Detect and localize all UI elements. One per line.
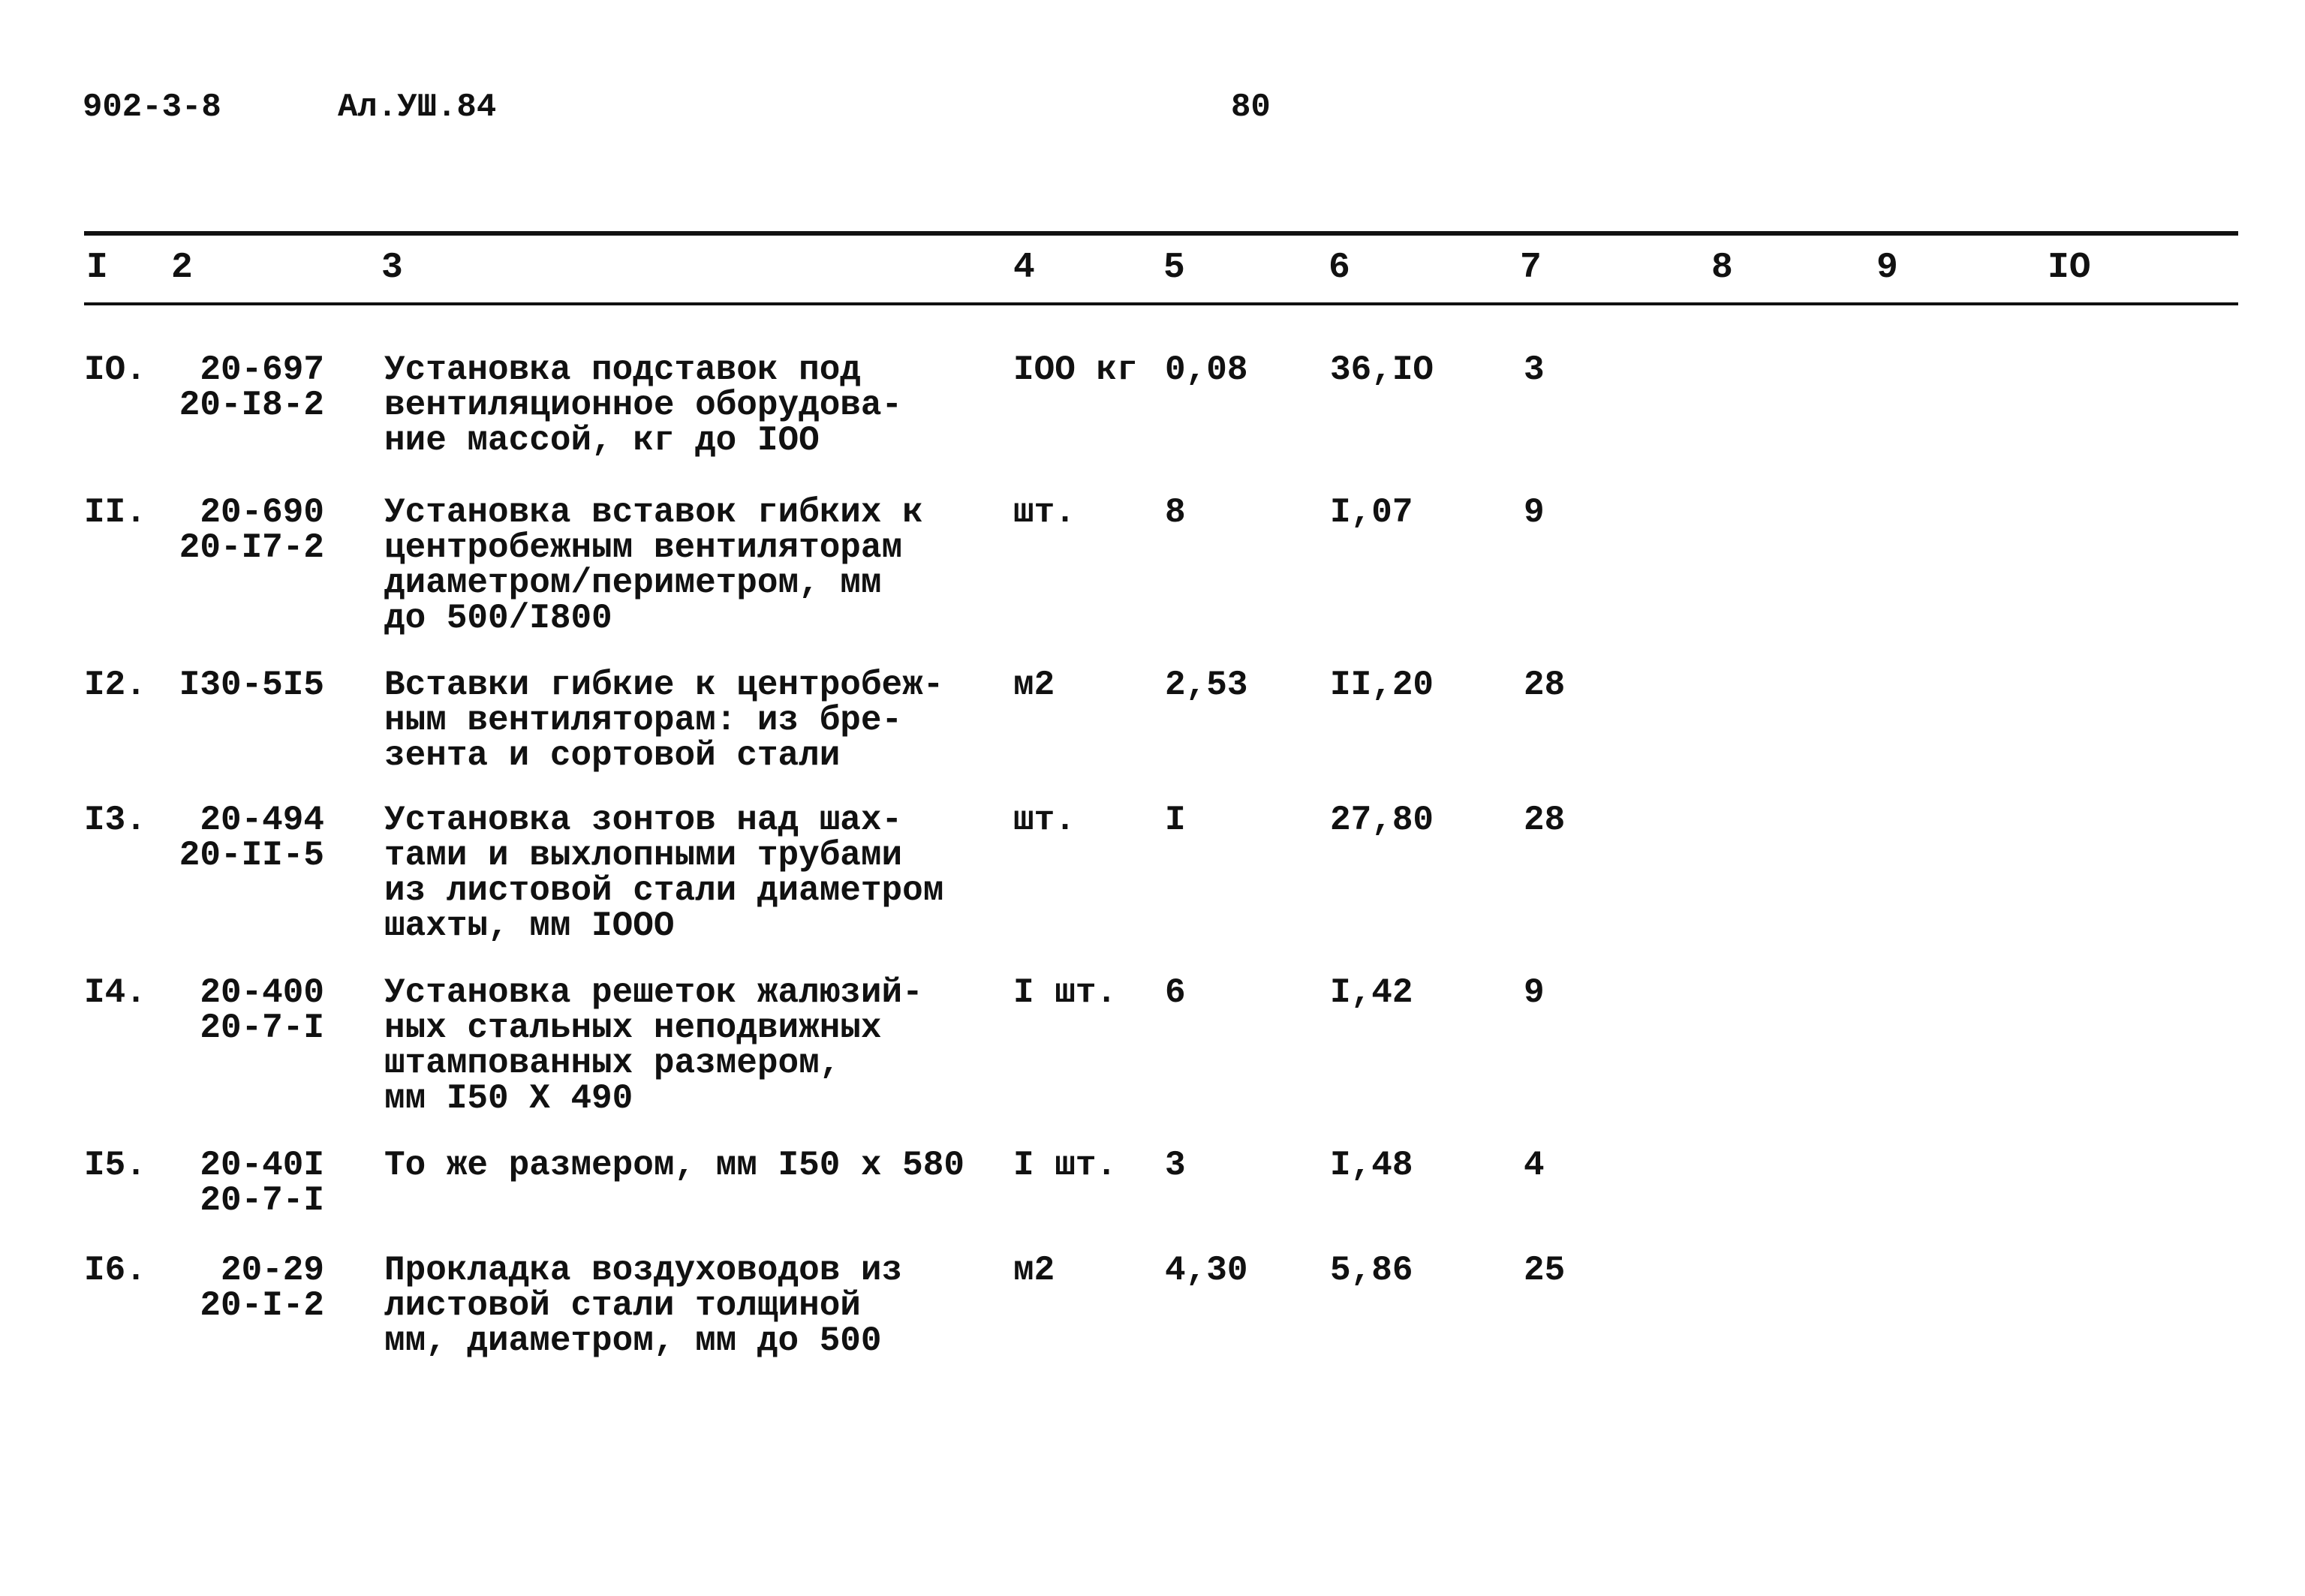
cell-desc: Установка решеток жалюзий- ных стальных … bbox=[384, 973, 923, 1118]
column-header: 8 bbox=[1711, 248, 1733, 288]
cell-qty: 2,53 bbox=[1165, 666, 1248, 705]
cell-code: 20-29 20-I-2 bbox=[200, 1251, 324, 1325]
cell-price: I,42 bbox=[1330, 973, 1413, 1012]
cell-c7: 9 bbox=[1524, 493, 1545, 532]
cell-price: 5,86 bbox=[1330, 1251, 1413, 1290]
cell-qty: 4,30 bbox=[1165, 1251, 1248, 1290]
column-header: 3 bbox=[381, 248, 403, 288]
cell-c7: 9 bbox=[1524, 973, 1545, 1012]
cell-c7: 28 bbox=[1524, 801, 1566, 840]
column-header: I bbox=[86, 248, 108, 288]
cell-num: II. bbox=[84, 493, 146, 532]
column-header: IO bbox=[2048, 248, 2091, 288]
page-number: 80 bbox=[1231, 89, 1271, 126]
cell-unit: м2 bbox=[1013, 666, 1055, 705]
cell-price: 36,IO bbox=[1330, 350, 1434, 389]
cell-price: 27,80 bbox=[1330, 801, 1434, 840]
cell-num: I4. bbox=[84, 973, 146, 1012]
cell-c7: 3 bbox=[1524, 350, 1545, 389]
cell-c7: 28 bbox=[1524, 666, 1566, 705]
cell-qty: I bbox=[1165, 801, 1186, 840]
cell-price: I,48 bbox=[1330, 1146, 1413, 1185]
album-code: Ал.УШ.84 bbox=[338, 89, 497, 126]
cell-desc: Установка зонтов над шах- тами и выхлопн… bbox=[384, 801, 944, 945]
doc-code: 902-3-8 bbox=[83, 89, 221, 126]
column-header: 5 bbox=[1163, 248, 1185, 288]
column-header: 9 bbox=[1876, 248, 1898, 288]
cell-desc: Установка подставок под вентиляционное о… bbox=[384, 350, 903, 460]
cell-qty: 3 bbox=[1165, 1146, 1186, 1185]
cell-unit: м2 bbox=[1013, 1251, 1055, 1290]
cell-unit: шт. bbox=[1013, 801, 1076, 840]
cell-num: I2. bbox=[84, 666, 146, 705]
cell-price: II,20 bbox=[1330, 666, 1434, 705]
cell-num: I6. bbox=[84, 1251, 146, 1290]
cell-c7: 25 bbox=[1524, 1251, 1566, 1290]
column-header: 4 bbox=[1013, 248, 1035, 288]
cell-code: I30-5I5 bbox=[179, 666, 324, 705]
cell-num: I5. bbox=[84, 1146, 146, 1185]
cell-code: 20-697 20-I8-2 bbox=[179, 350, 324, 425]
cell-code: 20-494 20-II-5 bbox=[179, 801, 324, 875]
table-header-rule bbox=[84, 302, 2238, 305]
column-header: 2 bbox=[171, 248, 193, 288]
column-header: 6 bbox=[1329, 248, 1350, 288]
column-header: 7 bbox=[1520, 248, 1542, 288]
cell-desc: Прокладка воздуховодов из листовой стали… bbox=[384, 1251, 903, 1360]
table-top-rule bbox=[84, 231, 2238, 236]
cell-price: I,07 bbox=[1330, 493, 1413, 532]
cell-num: I3. bbox=[84, 801, 146, 840]
cell-code: 20-40I 20-7-I bbox=[200, 1146, 324, 1220]
cell-num: IO. bbox=[84, 350, 146, 389]
cell-unit: I шт. bbox=[1013, 1146, 1118, 1185]
cell-qty: 0,08 bbox=[1165, 350, 1248, 389]
cell-unit: I шт. bbox=[1013, 973, 1118, 1012]
cell-desc: Вставки гибкие к центробеж- ным вентилят… bbox=[384, 666, 944, 775]
cell-desc: То же размером, мм I50 x 580 bbox=[384, 1146, 964, 1185]
cell-unit: IOO кг bbox=[1013, 350, 1138, 389]
cell-code: 20-400 20-7-I bbox=[200, 973, 324, 1047]
cell-qty: 8 bbox=[1165, 493, 1186, 532]
cell-code: 20-690 20-I7-2 bbox=[179, 493, 324, 567]
cell-c7: 4 bbox=[1524, 1146, 1545, 1185]
cell-desc: Установка вставок гибких к центробежным … bbox=[384, 493, 923, 638]
cell-unit: шт. bbox=[1013, 493, 1076, 532]
cell-qty: 6 bbox=[1165, 973, 1186, 1012]
